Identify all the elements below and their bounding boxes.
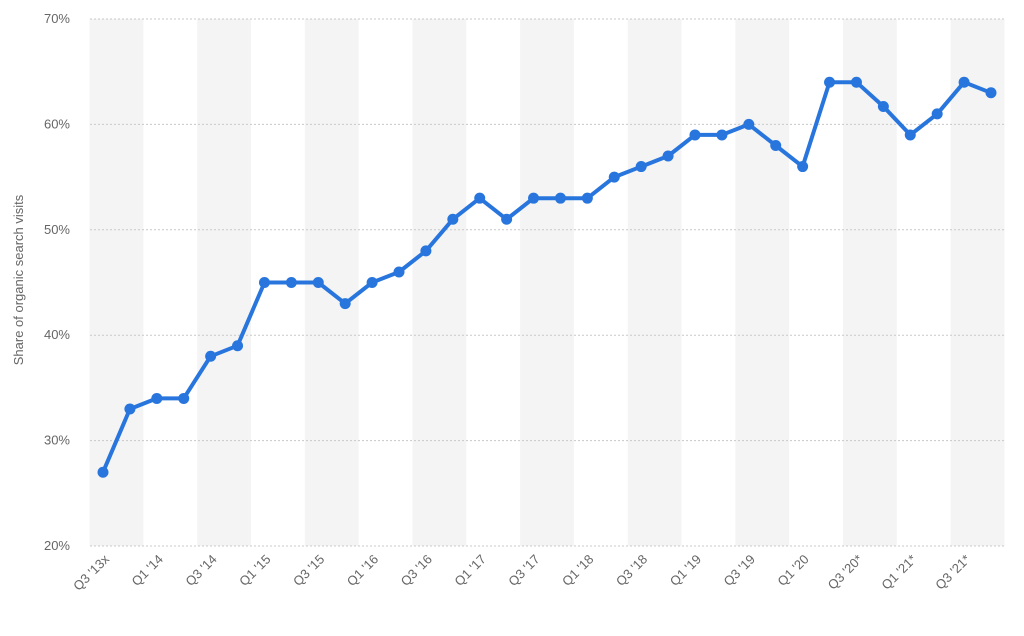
data-point[interactable] bbox=[743, 118, 755, 130]
data-point[interactable] bbox=[124, 403, 136, 415]
x-tick-label: Q3 '16 bbox=[398, 552, 435, 589]
x-tick-label: Q1 '19 bbox=[667, 552, 704, 589]
data-point[interactable] bbox=[958, 76, 970, 88]
data-point[interactable] bbox=[931, 108, 943, 120]
data-point[interactable] bbox=[716, 129, 728, 141]
data-point[interactable] bbox=[339, 298, 351, 310]
data-point[interactable] bbox=[985, 87, 997, 99]
column-band bbox=[520, 19, 574, 546]
data-point[interactable] bbox=[97, 466, 109, 478]
data-point[interactable] bbox=[393, 266, 405, 278]
column-band bbox=[89, 19, 144, 546]
data-point[interactable] bbox=[528, 192, 540, 204]
data-point[interactable] bbox=[366, 277, 378, 288]
x-tick-label: Q1 '20 bbox=[774, 552, 811, 589]
data-point[interactable] bbox=[850, 76, 862, 88]
y-tick-label: 20% bbox=[44, 538, 70, 553]
x-tick-label: Q1 '14 bbox=[129, 552, 166, 589]
x-tick-label: Q3 '19 bbox=[721, 552, 758, 589]
y-tick-label: 70% bbox=[44, 11, 70, 26]
data-point[interactable] bbox=[608, 171, 620, 183]
data-point[interactable] bbox=[635, 161, 647, 173]
data-point[interactable] bbox=[770, 139, 782, 151]
data-point[interactable] bbox=[877, 100, 889, 112]
x-tick-label: Q1 '15 bbox=[236, 552, 273, 589]
x-tick-label: Q1 '16 bbox=[344, 552, 381, 589]
column-band bbox=[950, 19, 1005, 546]
data-point[interactable] bbox=[232, 340, 244, 352]
column-band bbox=[627, 19, 682, 546]
column-band bbox=[735, 19, 790, 546]
data-point[interactable] bbox=[285, 277, 297, 288]
x-tick-label: Q1 '17 bbox=[451, 552, 488, 589]
x-tick-label: Q3 '21* bbox=[932, 552, 973, 593]
data-point[interactable] bbox=[554, 192, 566, 204]
data-point[interactable] bbox=[447, 213, 459, 225]
data-point[interactable] bbox=[797, 161, 809, 173]
x-tick-label: Q3 '18 bbox=[613, 552, 650, 589]
data-point[interactable] bbox=[501, 213, 513, 225]
y-axis-title: Share of organic search visits bbox=[11, 194, 26, 365]
x-tick-label: Q3 '13x bbox=[70, 551, 112, 593]
x-tick-label: Q3 '17 bbox=[505, 552, 542, 589]
x-tick-label: Q1 '18 bbox=[559, 552, 596, 589]
data-point[interactable] bbox=[178, 392, 190, 404]
data-point[interactable] bbox=[151, 392, 163, 404]
series-line bbox=[101, 80, 993, 475]
x-axis-ticks: Q3 '13x Q1 '14 Q3 '14 Q1 '15 Q3 '15 Q1 '16 Q3 … bbox=[70, 551, 973, 593]
column-band bbox=[412, 19, 467, 546]
column-band bbox=[843, 19, 897, 546]
y-tick-label: 40% bbox=[44, 327, 70, 342]
column-band bbox=[197, 19, 251, 546]
x-tick-label: Q1 '21* bbox=[878, 552, 919, 593]
y-tick-label: 30% bbox=[44, 433, 70, 448]
data-point[interactable] bbox=[662, 150, 674, 162]
data-point[interactable] bbox=[824, 76, 836, 88]
series-layer bbox=[97, 76, 997, 478]
data-point[interactable] bbox=[258, 277, 270, 288]
data-point[interactable] bbox=[904, 129, 916, 141]
x-tick-label: Q3 '15 bbox=[290, 552, 327, 589]
data-point[interactable] bbox=[205, 350, 217, 362]
column-bands bbox=[89, 19, 1005, 546]
data-point[interactable] bbox=[420, 245, 432, 257]
y-tick-label: 50% bbox=[44, 222, 70, 237]
data-point[interactable] bbox=[474, 192, 486, 204]
x-tick-label: Q3 '20* bbox=[825, 552, 866, 593]
y-axis-ticks: 20% 30% 40% 50% 60% 70% bbox=[44, 11, 70, 553]
data-point[interactable] bbox=[581, 192, 593, 204]
data-point[interactable] bbox=[689, 129, 701, 141]
y-tick-label: 60% bbox=[44, 116, 70, 131]
data-point[interactable] bbox=[312, 277, 324, 288]
x-tick-label: Q3 '14 bbox=[182, 552, 219, 589]
